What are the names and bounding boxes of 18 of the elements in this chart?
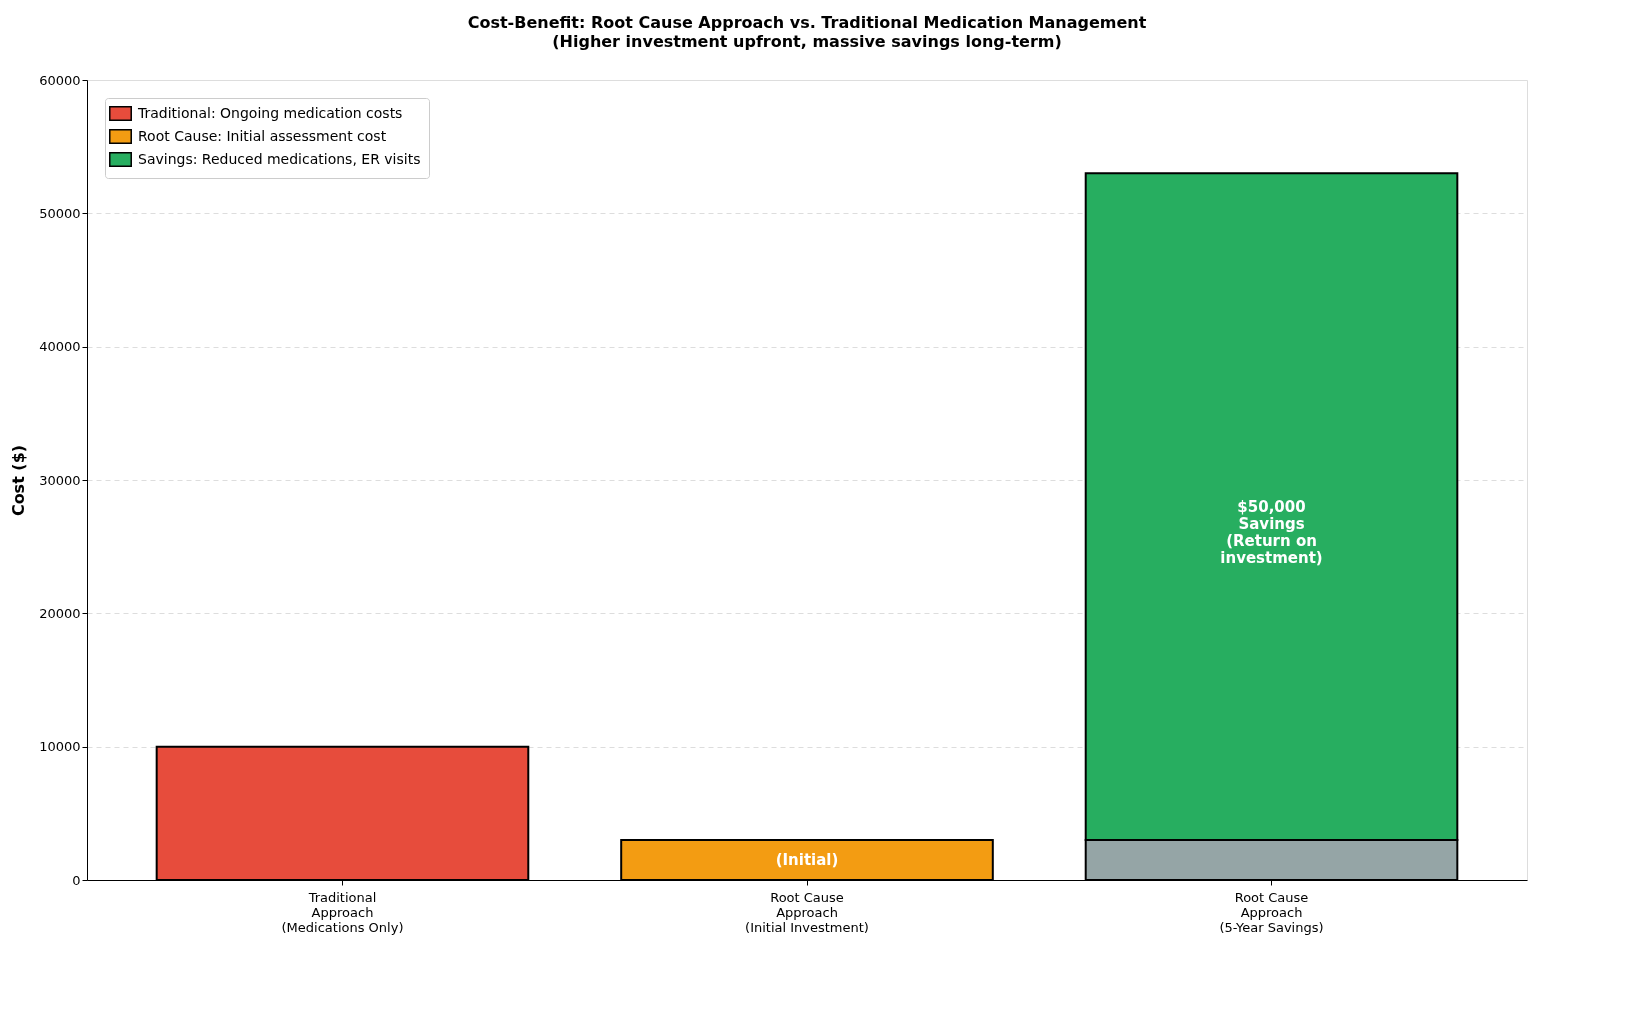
annotation: $50,000 Savings (Return on investment): [1220, 497, 1323, 567]
y-tick-label: 40000: [39, 339, 81, 355]
chart-title: Cost-Benefit: Root Cause Approach vs. Traditional Medication Management: [467, 13, 1147, 32]
y-tick-label: 10000: [39, 739, 81, 755]
y-axis-title: Cost ($): [9, 444, 29, 517]
chart-subtitle: (Higher investment upfront, massive savings long-term): [552, 32, 1062, 51]
y-tick-label: 60000: [39, 72, 81, 88]
x-tick-label: Root Cause Approach (Initial Investment): [745, 889, 869, 935]
x-tick-label: Root Cause Approach (5-Year Savings): [1219, 889, 1324, 935]
legend-label: Savings: Reduced medications, ER visits: [138, 150, 421, 167]
y-tick-label: 30000: [39, 472, 81, 488]
legend-label: Root Cause: Initial assessment cost: [138, 127, 387, 144]
x-tick-label: Traditional Approach (Medications Only): [281, 889, 404, 935]
annotation: (Initial): [775, 851, 839, 869]
legend-label: Traditional: Ongoing medication costs: [137, 104, 403, 121]
y-tick-label: 20000: [39, 605, 81, 621]
y-tick-label: 50000: [39, 205, 81, 221]
y-tick-label: 0: [72, 872, 81, 888]
